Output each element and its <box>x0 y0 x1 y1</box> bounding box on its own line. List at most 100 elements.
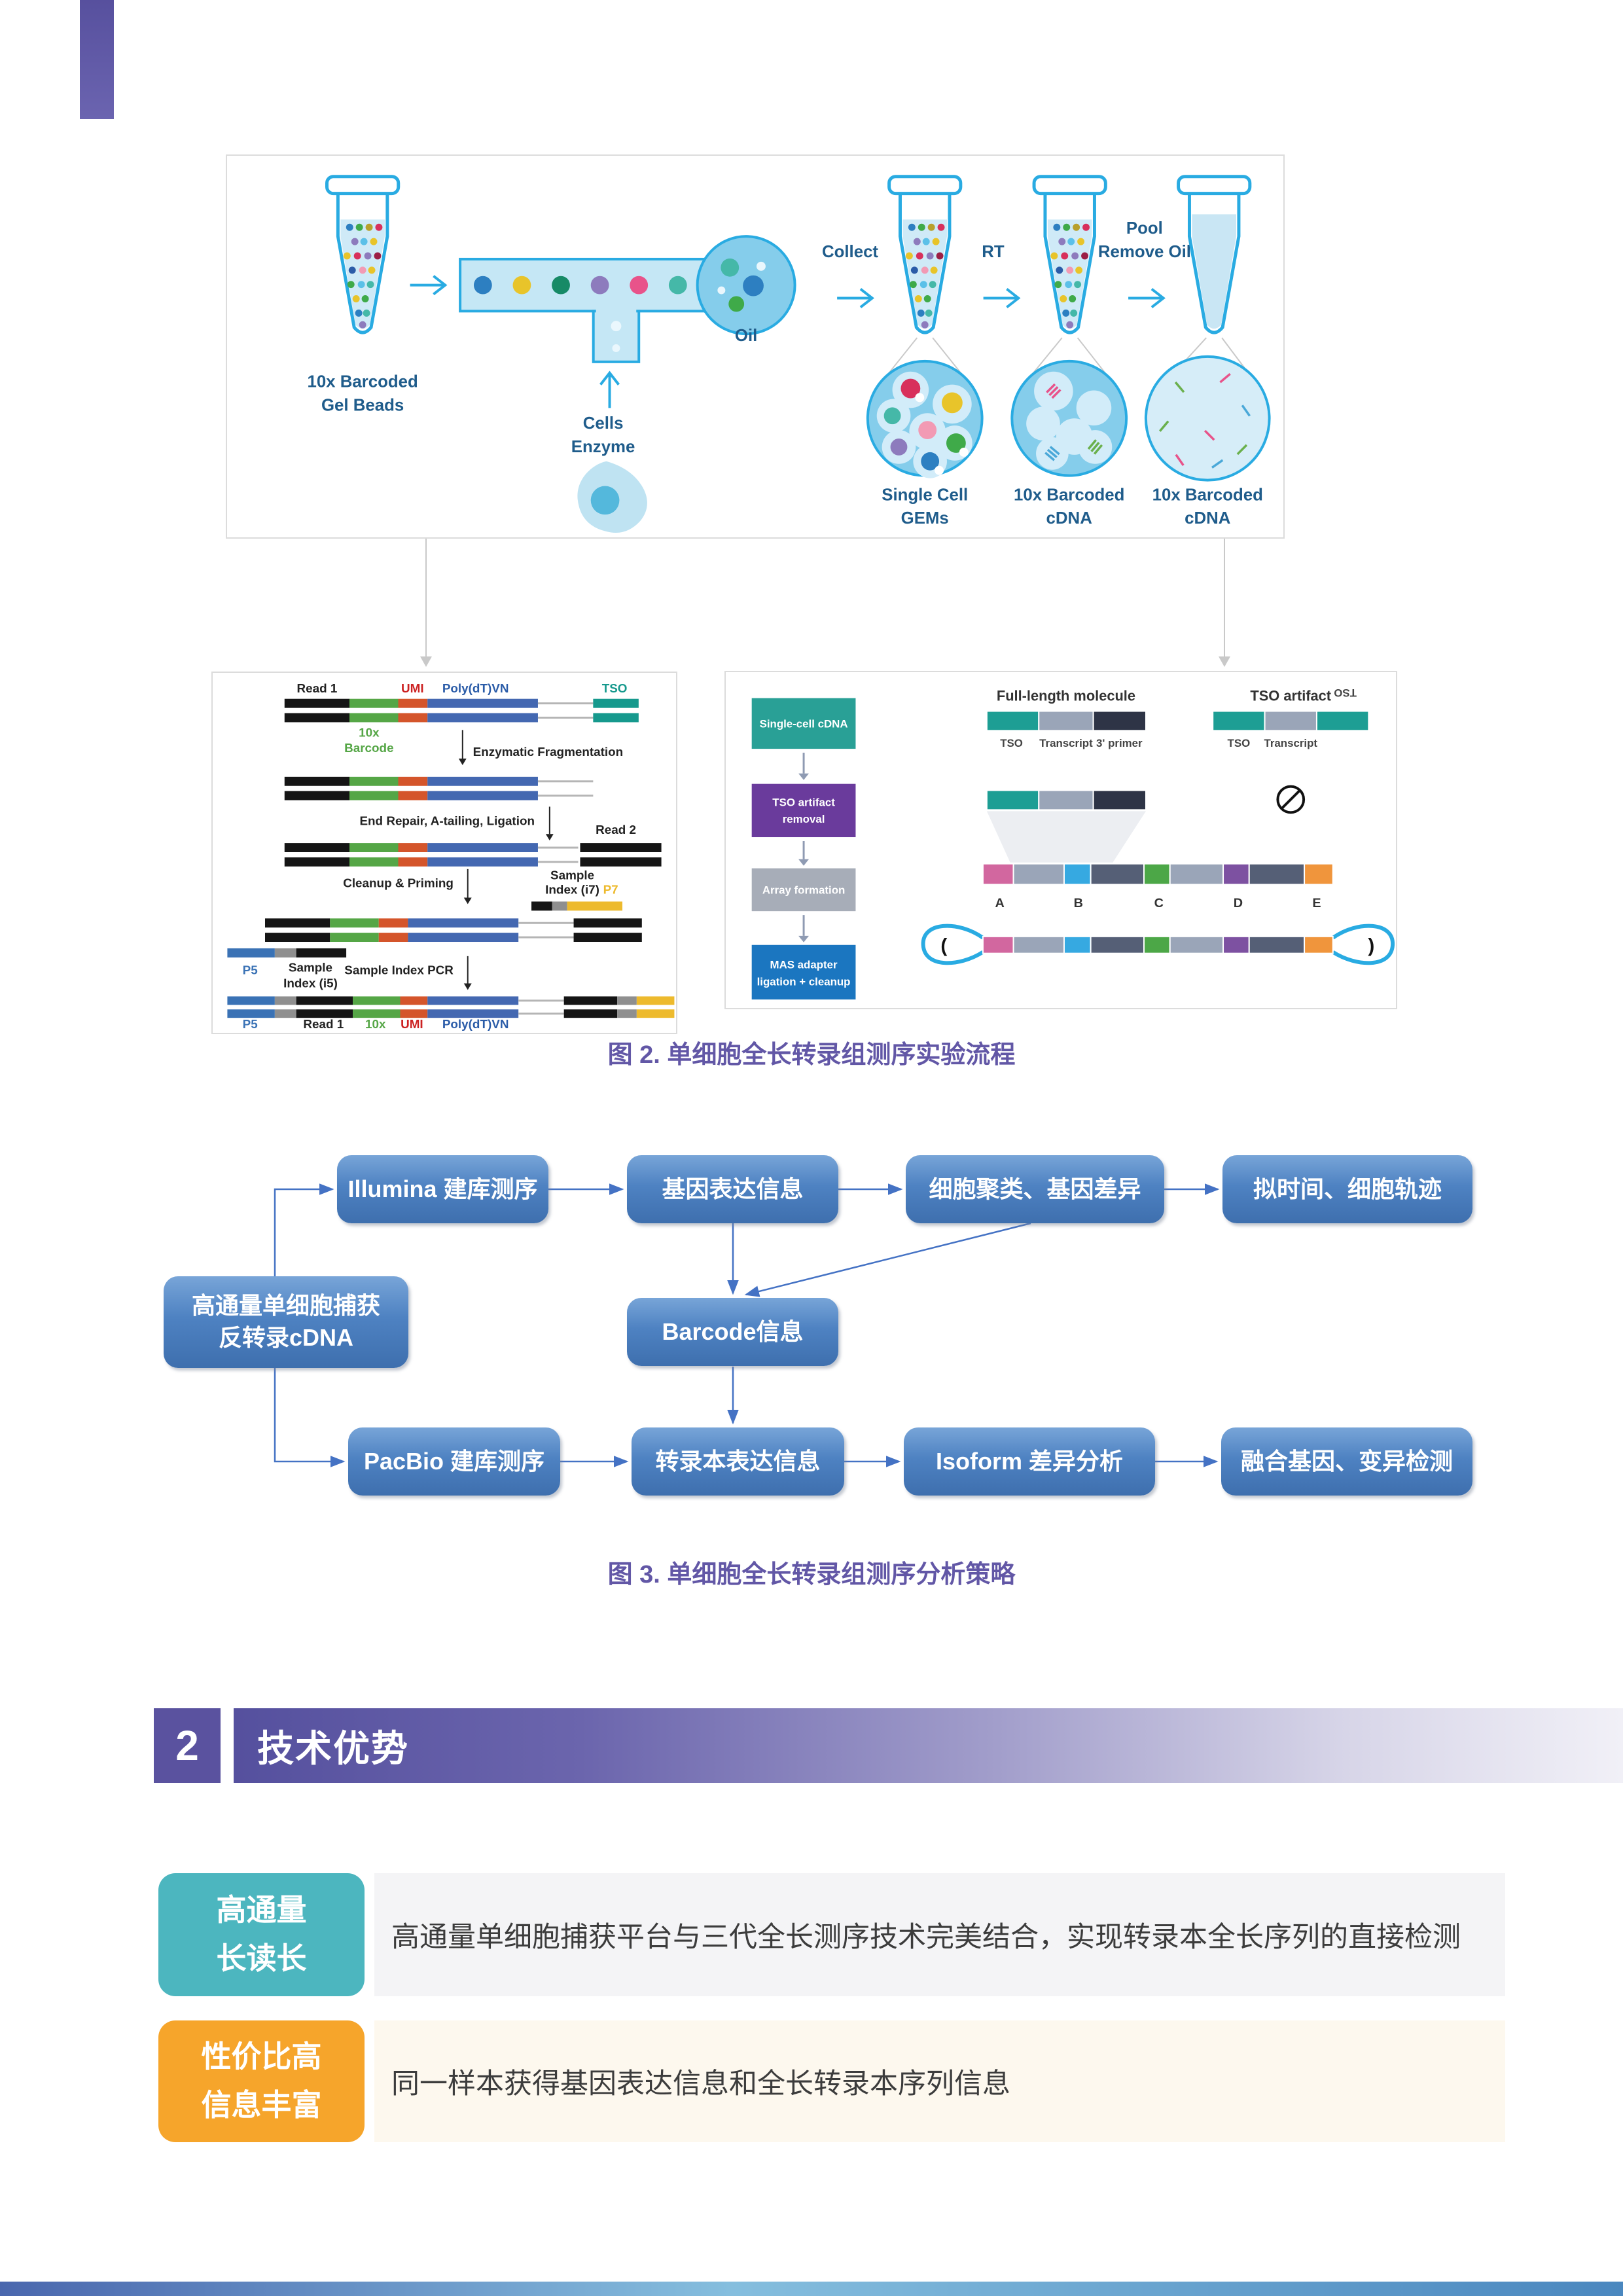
gel-beads-label-line1: 10x Barcoded <box>307 373 418 391</box>
connector-line-left <box>425 539 427 658</box>
sample-i7-label-line2: Index (i7) <box>545 883 599 897</box>
arrow-right-icon <box>408 274 447 296</box>
sample-index-pcr-label: Sample Index PCR <box>344 963 454 977</box>
tso-label: TSO <box>602 681 628 695</box>
sample-i5-label-line2: Index (i5) <box>283 977 338 990</box>
enzymatic-fragmentation-label: Enzymatic Fragmentation <box>473 745 624 759</box>
connector-arrowhead-right <box>1219 656 1230 667</box>
oil-droplet-junction <box>696 235 796 336</box>
i7-p7-adapter-bar <box>531 901 623 911</box>
end-repair-label: End Repair, A-tailing, Ligation <box>359 814 535 827</box>
collect-tube <box>889 177 961 332</box>
bottom-barcode-label: Barcode <box>351 1031 400 1033</box>
step4-label-line1: MAS adapter <box>770 958 838 971</box>
sample-i7-label-line1: Sample <box>550 869 594 882</box>
flow-box-clustering: 细胞聚类、基因差异 <box>906 1155 1164 1223</box>
barcoded-cdna-circle-2 <box>1144 355 1271 482</box>
step2-label-line2: removal <box>783 813 825 825</box>
primed-bars <box>264 918 642 942</box>
flow-box-pacbio: PacBio 建库测序 <box>348 1427 560 1496</box>
fragmented-bars <box>284 776 594 800</box>
flow-box-transcript-expression: 转录本表达信息 <box>632 1427 844 1496</box>
cleanup-priming-label: Cleanup & Priming <box>343 876 454 890</box>
cdna2-label-line1: 10x Barcoded <box>1152 486 1263 504</box>
full-length-molecule-bar <box>986 710 1147 732</box>
arrow-right-icon <box>1127 287 1165 309</box>
flow-box-barcode: Barcode信息 <box>627 1298 838 1366</box>
segment-letter-a: A <box>995 896 1005 910</box>
pool-label-line2: Remove Oil <box>1098 243 1191 261</box>
pacbio-mas-prep-diagram: Single-cell cDNA TSO artifact removal Ar… <box>724 671 1397 1009</box>
svg-text:(: ( <box>940 935 947 957</box>
mas-prep-svg: Single-cell cDNA TSO artifact removal Ar… <box>751 687 1395 1000</box>
gems-label-line1: Single Cell <box>882 486 968 504</box>
cdna1-label-line1: 10x Barcoded <box>1014 486 1124 504</box>
primer3-label: 3' primer <box>1096 737 1143 749</box>
flow-box-pseudotime: 拟时间、细胞轨迹 <box>1222 1155 1472 1223</box>
tso-a-label: TSO <box>1000 737 1023 749</box>
pool-label-line1: Pool <box>1126 219 1163 238</box>
connector-arrowhead-left <box>420 656 432 667</box>
page-corner-tab <box>80 0 114 119</box>
illumina-prep-svg: Read 1 UMI Poly(dT)VN TSO 10x Barcode En… <box>227 681 675 1033</box>
advantage-panel-cost: 同一样本获得基因表达信息和全长转录本序列信息 <box>374 2020 1505 2142</box>
arrow-up-icon <box>599 371 620 410</box>
tso-artifact-header: TSO artifact <box>1250 688 1331 704</box>
transcript-a-label: Transcript <box>1039 737 1093 749</box>
p5-label: P5 <box>243 963 258 977</box>
oil-label: Oil <box>735 327 757 345</box>
p5-i5-adapter-bar <box>227 948 347 958</box>
tso-artifact-bar <box>1212 710 1370 732</box>
flow-box-illumina: Illumina 建库测序 <box>337 1155 548 1223</box>
cdna-molecule-bars <box>284 698 639 723</box>
cells-label-line2: Enzyme <box>571 438 635 456</box>
gems-label-line2: GEMs <box>901 509 949 528</box>
single-cell-gems-circle <box>866 359 984 478</box>
read2-label: Read 2 <box>596 823 636 836</box>
step1-label: Single-cell cDNA <box>760 717 848 730</box>
bottom-umi-label: UMI <box>401 1017 423 1031</box>
arrow-right-icon <box>982 287 1020 309</box>
full-length-header: Full-length molecule <box>997 688 1135 704</box>
bottom-p5-label: P5 <box>243 1017 258 1031</box>
flow-box-isoform: Isoform 差异分析 <box>904 1427 1155 1496</box>
section-number: 2 <box>154 1708 221 1783</box>
advantage-panel-throughput: 高通量单细胞捕获平台与三代全长测序技术完美结合，实现转录本全长序列的直接检测 <box>374 1873 1505 1996</box>
advantage-tag-line1: 高通量 <box>216 1893 307 1928</box>
cell-illustration <box>577 461 647 533</box>
figure2-experiment-workflow-diagram: Oil 10x Barcoded Gel Beads Cells Enzyme … <box>226 154 1285 539</box>
flow-box-source-line1: 高通量单细胞捕获 <box>191 1292 380 1319</box>
barcoded-cdna-circle-1 <box>1010 359 1128 477</box>
connector-line-right <box>1224 539 1225 658</box>
step3-label: Array formation <box>762 884 845 896</box>
advantage-tag-cost: 性价比高 信息丰富 <box>158 2020 365 2142</box>
bottom-polydt-label: Poly(dT)VN <box>442 1017 509 1031</box>
flow-box-fusion: 融合基因、变异检测 <box>1221 1427 1472 1496</box>
cdna1-label-line2: cDNA <box>1046 509 1092 528</box>
array-bar <box>982 863 1334 886</box>
step-tso-removal-box <box>751 783 856 838</box>
advantage-tag-line2: 长读长 <box>216 1941 307 1975</box>
ligated-bars <box>284 843 662 867</box>
transcript-b-label: Transcript <box>1264 737 1318 749</box>
advantage-tag-throughput: 高通量 长读长 <box>158 1873 365 1996</box>
segment-letter-c: C <box>1154 896 1164 910</box>
svg-text:): ) <box>1368 935 1374 957</box>
tso-b-label: TSO <box>1228 737 1251 749</box>
zoom-wedge <box>986 811 1146 863</box>
flowchart-arrows <box>274 1183 1220 1467</box>
segment-letter-e: E <box>1312 896 1321 910</box>
workflow-diagram-svg: Oil 10x Barcoded Gel Beads Cells Enzyme … <box>307 156 1271 533</box>
segment-letter-d: D <box>1234 896 1243 910</box>
polydt-label: Poly(dT)VN <box>442 681 509 695</box>
rt-label: RT <box>982 243 1005 261</box>
flow-box-source-line2: 反转录cDNA <box>218 1324 354 1351</box>
illumina-library-prep-diagram: Read 1 UMI Poly(dT)VN TSO 10x Barcode En… <box>211 672 677 1034</box>
section-title-band: 技术优势 <box>234 1708 1623 1783</box>
step-single-cell-cdna-box <box>751 698 856 749</box>
flow-box-source: 高通量单细胞捕获 反转录cDNA <box>164 1276 408 1368</box>
arrow-right-icon <box>836 287 874 309</box>
removed-icon <box>1276 785 1306 814</box>
final-library-bars <box>227 996 675 1018</box>
